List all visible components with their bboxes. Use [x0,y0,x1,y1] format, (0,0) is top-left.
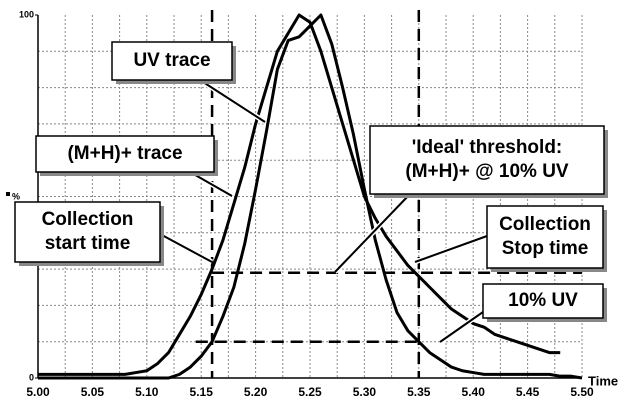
legend-label: UV trace [133,50,210,71]
line-series [38,13,561,376]
callout-box [486,205,604,269]
x-tick-label: 5.40 [462,385,486,399]
callout-pointer [334,193,411,273]
callout-box [111,41,233,81]
callout-box [14,201,161,263]
y-axis-marker [6,192,10,196]
x-tick-label: 5.35 [407,385,431,399]
legend-label: (M+H)+ trace [67,143,182,164]
annotation: Collection [499,214,591,235]
annotation: 10% UV [508,290,578,311]
annotation: Stop time [502,238,589,259]
x-axis-label: Time [588,373,618,388]
x-tick-label: 5.15 [190,385,214,399]
callout-box [35,135,215,173]
line-series [38,13,583,380]
x-tick-label: 5.50 [570,385,594,399]
annotation: 'Ideal' threshold: [412,137,563,158]
callout-pointer [199,79,266,123]
callout-box [482,283,604,319]
callout-pointer [414,235,488,263]
callout-pointer [439,311,484,343]
annotation: (M+H)+ @ 10% UV [405,161,569,182]
y-axis-label: % [12,191,20,201]
x-tick-label: 5.05 [81,385,105,399]
annotation: Collection [42,209,134,230]
callout-box [369,125,605,195]
x-tick-label: 5.10 [135,385,159,399]
x-tick-label: 5.45 [516,385,540,399]
x-tick-label: 5.00 [26,385,50,399]
x-tick-label: 5.30 [353,385,377,399]
y-tick-label: 0 [29,372,34,382]
x-tick-label: 5.25 [298,385,322,399]
y-tick-label: 100 [19,9,34,19]
annotation: start time [45,233,131,254]
x-tick-label: 5.20 [244,385,268,399]
callout-pointer [159,233,213,263]
